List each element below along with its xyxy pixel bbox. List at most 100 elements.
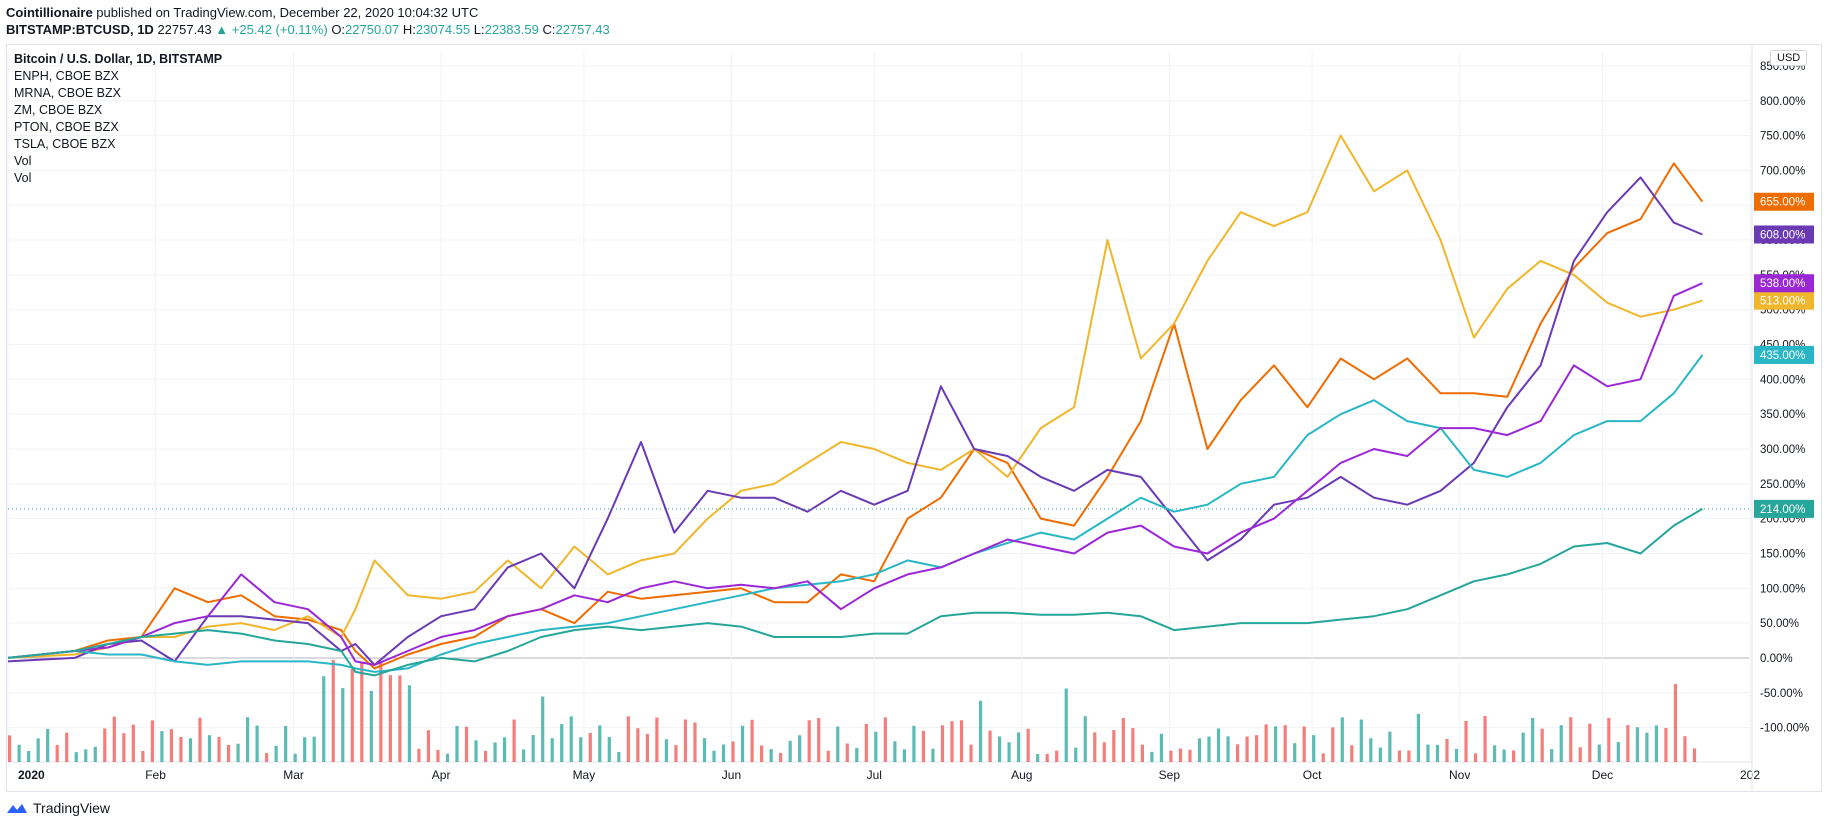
volume-bar bbox=[731, 741, 735, 762]
volume-bar bbox=[931, 748, 935, 762]
last-value-tag bbox=[1754, 291, 1814, 310]
volume-bar bbox=[131, 724, 135, 762]
volume-bar bbox=[1692, 748, 1697, 762]
currency-button[interactable]: USD bbox=[1770, 50, 1808, 66]
volume-bar bbox=[198, 717, 202, 762]
x-tick-label: Sep bbox=[1159, 768, 1181, 782]
low-value: 22383.59 bbox=[484, 22, 539, 37]
volume-bar bbox=[721, 744, 726, 762]
volume-bar bbox=[502, 737, 507, 762]
volume-bar bbox=[1540, 728, 1544, 762]
volume-bar bbox=[1274, 726, 1278, 762]
legend-item[interactable]: Bitcoin / U.S. Dollar, 1D, BITSTAMP bbox=[14, 52, 223, 66]
legend-item[interactable]: PTON, CBOE BZX bbox=[14, 120, 119, 134]
volume-bar bbox=[322, 676, 326, 762]
y-tick-label: 250.00% bbox=[1760, 479, 1805, 491]
volume-bar bbox=[1245, 736, 1249, 762]
x-tick-label: 202 bbox=[1740, 768, 1760, 782]
y-tick-label: 150.00% bbox=[1760, 548, 1805, 560]
x-tick-label: Jul bbox=[867, 768, 882, 782]
volume-bar bbox=[1645, 732, 1649, 762]
volume-bar bbox=[312, 736, 316, 762]
x-tick-label: Oct bbox=[1303, 768, 1322, 782]
volume-bar bbox=[245, 717, 250, 762]
tradingview-brand[interactable]: TradingView bbox=[6, 800, 110, 816]
volume-bar bbox=[588, 732, 592, 762]
tradingview-logo-icon bbox=[7, 804, 27, 813]
volume-bar bbox=[464, 726, 469, 762]
volume-bar bbox=[1045, 753, 1049, 762]
volume-bar bbox=[560, 724, 564, 762]
volume-bar bbox=[1178, 748, 1183, 762]
volume-bar bbox=[798, 735, 802, 762]
close-value: 22757.43 bbox=[555, 22, 610, 37]
legend-item[interactable]: MRNA, CBOE BZX bbox=[14, 86, 121, 100]
volume-bar bbox=[284, 725, 288, 762]
volume-bar bbox=[997, 736, 1002, 762]
legend-item[interactable]: Vol bbox=[14, 154, 32, 168]
volume-bar bbox=[122, 733, 126, 762]
volume-bar bbox=[788, 740, 792, 762]
volume-bar bbox=[683, 719, 688, 762]
volume-bar bbox=[1435, 744, 1440, 762]
volume-bar bbox=[817, 718, 821, 762]
last-value-tag bbox=[1754, 499, 1814, 518]
volume-bar bbox=[531, 735, 535, 762]
volume-bar bbox=[712, 750, 716, 762]
volume-bar bbox=[569, 716, 573, 762]
volume-bar bbox=[902, 749, 906, 762]
volume-bar bbox=[1597, 744, 1601, 762]
last-value-label: 214.00% bbox=[1760, 504, 1805, 516]
volume-bar bbox=[8, 735, 12, 762]
volume-bar bbox=[236, 743, 240, 762]
volume-bar bbox=[1416, 713, 1421, 762]
volume-bar bbox=[303, 737, 307, 762]
x-tick-label: Nov bbox=[1449, 768, 1470, 782]
volume-bar bbox=[1473, 753, 1478, 762]
volume-bar bbox=[1350, 745, 1354, 762]
volume-bar bbox=[1216, 728, 1221, 762]
legend-item[interactable]: TSLA, CBOE BZX bbox=[14, 137, 116, 151]
last-value-tag bbox=[1754, 345, 1814, 364]
legend-item[interactable]: Vol bbox=[14, 171, 32, 185]
volume-bar bbox=[474, 740, 478, 762]
volume-bar bbox=[1654, 725, 1659, 762]
volume-bar bbox=[893, 741, 897, 762]
volume-bar bbox=[1197, 738, 1202, 762]
legend-item[interactable]: ENPH, CBOE BZX bbox=[14, 69, 119, 83]
volume-bar bbox=[93, 746, 97, 762]
volume-bar bbox=[27, 751, 31, 762]
volume-bar bbox=[169, 729, 174, 762]
legend-item[interactable]: ZM, CBOE BZX bbox=[14, 103, 103, 117]
last-value-label: 513.00% bbox=[1760, 296, 1805, 308]
volume-bar bbox=[1407, 750, 1411, 762]
volume-bar bbox=[188, 738, 193, 762]
series-line-tsla bbox=[7, 282, 1703, 666]
volume-bar bbox=[1550, 749, 1554, 762]
volume-bar bbox=[1283, 725, 1287, 762]
volume-bar bbox=[369, 690, 373, 762]
volume-bar bbox=[664, 739, 669, 762]
volume-bar bbox=[293, 753, 297, 762]
volume-bar bbox=[1093, 732, 1097, 762]
volume-bar bbox=[1578, 747, 1582, 762]
volume-bar bbox=[1112, 730, 1116, 762]
volume-bar bbox=[1635, 727, 1639, 762]
volume-bar bbox=[445, 753, 450, 762]
volume-bar bbox=[36, 738, 40, 762]
volume-bar bbox=[702, 738, 707, 762]
volume-bar bbox=[740, 725, 745, 762]
volume-bar bbox=[1388, 731, 1392, 762]
volume-bar bbox=[55, 745, 59, 762]
publish-line: Cointillionaire published on TradingView… bbox=[6, 4, 478, 22]
x-tick-label: Mar bbox=[283, 768, 304, 782]
chart-frame[interactable] bbox=[6, 44, 1822, 792]
volume-bar bbox=[1074, 747, 1078, 762]
volume-bar bbox=[17, 744, 21, 762]
volume-bar bbox=[1026, 728, 1030, 762]
volume-bar bbox=[1359, 719, 1363, 762]
volume-bar bbox=[217, 736, 221, 762]
volume-bar bbox=[1607, 717, 1611, 762]
volume-bar bbox=[483, 750, 488, 762]
